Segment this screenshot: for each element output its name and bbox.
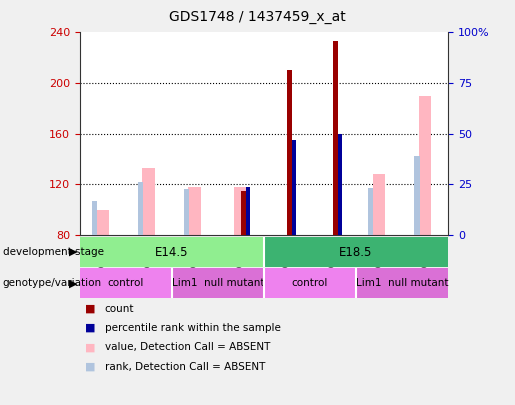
Text: Lim1  null mutant: Lim1 null mutant — [356, 278, 448, 288]
Bar — [264, 268, 356, 298]
Text: control: control — [108, 278, 144, 288]
Bar — [80, 237, 264, 267]
Bar — [80, 237, 448, 267]
Text: percentile rank within the sample: percentile rank within the sample — [105, 323, 281, 333]
Text: ■: ■ — [85, 343, 95, 352]
Bar — [287, 70, 291, 235]
Bar — [172, 268, 264, 298]
Bar — [234, 187, 247, 235]
Text: ▶: ▶ — [70, 247, 78, 257]
Bar — [188, 187, 201, 235]
Text: control: control — [292, 278, 328, 288]
Bar — [92, 201, 97, 235]
Bar — [333, 41, 338, 235]
Text: E14.5: E14.5 — [155, 245, 188, 259]
Bar — [241, 191, 246, 235]
Bar — [96, 210, 109, 235]
Bar — [138, 182, 143, 235]
Bar — [80, 268, 172, 298]
Text: rank, Detection Call = ABSENT: rank, Detection Call = ABSENT — [105, 362, 265, 372]
Bar — [143, 168, 156, 235]
Bar — [372, 174, 385, 235]
Bar — [368, 188, 373, 235]
Text: ■: ■ — [85, 362, 95, 372]
Bar — [356, 268, 448, 298]
Bar — [246, 187, 250, 235]
Text: Lim1  null mutant: Lim1 null mutant — [171, 278, 264, 288]
Text: E18.5: E18.5 — [339, 245, 373, 259]
Text: genotype/variation: genotype/variation — [3, 278, 101, 288]
Text: ■: ■ — [85, 323, 95, 333]
Bar — [292, 140, 297, 235]
Text: GDS1748 / 1437459_x_at: GDS1748 / 1437459_x_at — [169, 10, 346, 24]
Text: ▶: ▶ — [70, 278, 78, 288]
Bar — [264, 237, 448, 267]
Bar — [419, 96, 432, 235]
Bar — [184, 189, 190, 235]
Text: value, Detection Call = ABSENT: value, Detection Call = ABSENT — [105, 343, 270, 352]
Text: development stage: development stage — [3, 247, 104, 257]
Text: ■: ■ — [85, 304, 95, 313]
Text: count: count — [105, 304, 134, 313]
Bar — [414, 156, 420, 235]
Bar — [338, 134, 342, 235]
